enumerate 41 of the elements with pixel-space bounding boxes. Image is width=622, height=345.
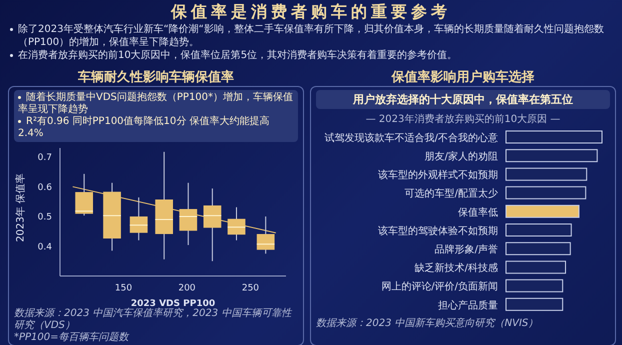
x-axis-title: 2023 VDS PP100	[130, 299, 216, 309]
y-tick-label: 0.6	[38, 182, 52, 193]
chart-subtitle: 用户放弃选择的十大原因中，保值率在第五位	[316, 90, 610, 109]
y-tick-label: 该车型的驾驶体验不如预期	[378, 224, 498, 237]
y-tick-label: 保值率低	[458, 206, 498, 218]
text: 保值率是消费者购车的重要参考	[170, 2, 452, 23]
y-tick-label: 朋友/家人的劝阻	[424, 150, 498, 162]
text: — 2023年消费者放弃购买的前10大原因 —	[364, 112, 562, 126]
y-tick-label: 0.4	[38, 242, 52, 252]
bar	[506, 298, 564, 311]
text: *PP100=每百辆车问题数	[14, 332, 130, 344]
source-note: 数据来源：2023 中国汽车保值率研究，2023 中国车辆可靠性研究（VDS）	[14, 308, 294, 332]
x-tick-label: 150	[114, 283, 132, 294]
bar	[506, 168, 588, 181]
y-axis-title: 2023年 保值率	[14, 173, 27, 242]
x-tick-label: 250	[242, 283, 260, 294]
text: R²有0.96 同时PP100值每降低10分 保值率大约能提高 2.4%	[18, 116, 270, 140]
source-note: 数据来源：2023 中国新车购买意向研究（NVIS）	[316, 316, 540, 330]
bar	[506, 242, 571, 256]
text: 除了2023年受整体汽车行业新车“降价潮“影响，整体二手车保值率有所下降，归其价值本身，车辆的长期质量随着耐久性问题抱怨数（PP100）的增加，保值率呈下降趋势。	[17, 23, 605, 49]
x-tick-label: 200	[178, 283, 196, 294]
bar	[506, 130, 602, 144]
y-tick-label: 网上的评论/评价/负面新闻	[381, 280, 498, 293]
y-tick-label: 0.5	[38, 212, 52, 223]
bar	[506, 224, 572, 236]
y-tick-label: 品牌形象/声誉	[434, 243, 498, 256]
y-tick-label: 该车型的外观样式不如预期	[378, 169, 498, 182]
bar	[506, 186, 586, 200]
y-tick-label: 试驾发现该款车不适合我/不合我的心意	[324, 132, 498, 144]
chart-title: 车辆耐久性影响车辆保值率	[77, 68, 235, 86]
bar	[506, 149, 598, 162]
bar	[506, 204, 580, 218]
bar	[506, 279, 564, 292]
chart-title: 保值率影响用户购车选择	[390, 68, 536, 86]
y-tick-label: 0.7	[38, 153, 52, 164]
text: 在消费者放弃购买的前10大原因中，保值率位居第5位，其对消费者购车决策有着重要的参考价值。	[17, 49, 458, 62]
y-tick-label: 缺乏新技术/科技感	[414, 262, 498, 274]
text: 随着长期质量中VDS问题抱怨数（PP100*）增加，车辆保值率呈现下降趋势	[18, 92, 294, 116]
y-tick-label: 可选的车型/配置太少	[404, 188, 498, 200]
bar	[506, 260, 566, 274]
y-tick-label: 担心产品质量	[438, 299, 498, 312]
